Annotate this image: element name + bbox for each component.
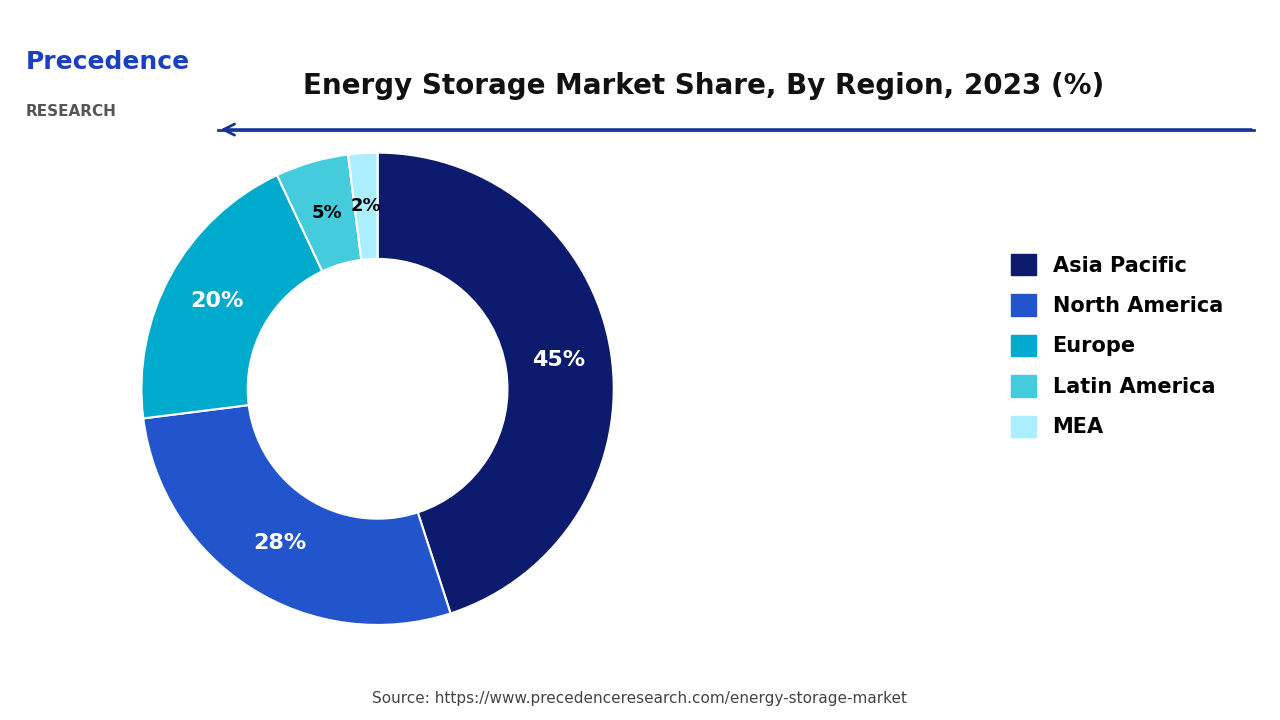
Wedge shape	[276, 155, 361, 271]
Wedge shape	[348, 153, 378, 260]
Legend: Asia Pacific, North America, Europe, Latin America, MEA: Asia Pacific, North America, Europe, Lat…	[1002, 246, 1231, 446]
Text: 5%: 5%	[311, 204, 342, 222]
Text: 20%: 20%	[191, 291, 244, 310]
Wedge shape	[378, 153, 613, 613]
Wedge shape	[142, 175, 323, 418]
Text: Energy Storage Market Share, By Region, 2023 (%): Energy Storage Market Share, By Region, …	[303, 72, 1105, 100]
Text: Source: https://www.precedenceresearch.com/energy-storage-market: Source: https://www.precedenceresearch.c…	[372, 690, 908, 706]
Text: Precedence: Precedence	[26, 50, 189, 74]
Text: 45%: 45%	[531, 350, 585, 370]
Wedge shape	[143, 405, 451, 625]
Text: 2%: 2%	[351, 197, 381, 215]
Text: 28%: 28%	[253, 534, 306, 554]
Text: RESEARCH: RESEARCH	[26, 104, 116, 120]
Circle shape	[250, 261, 506, 516]
